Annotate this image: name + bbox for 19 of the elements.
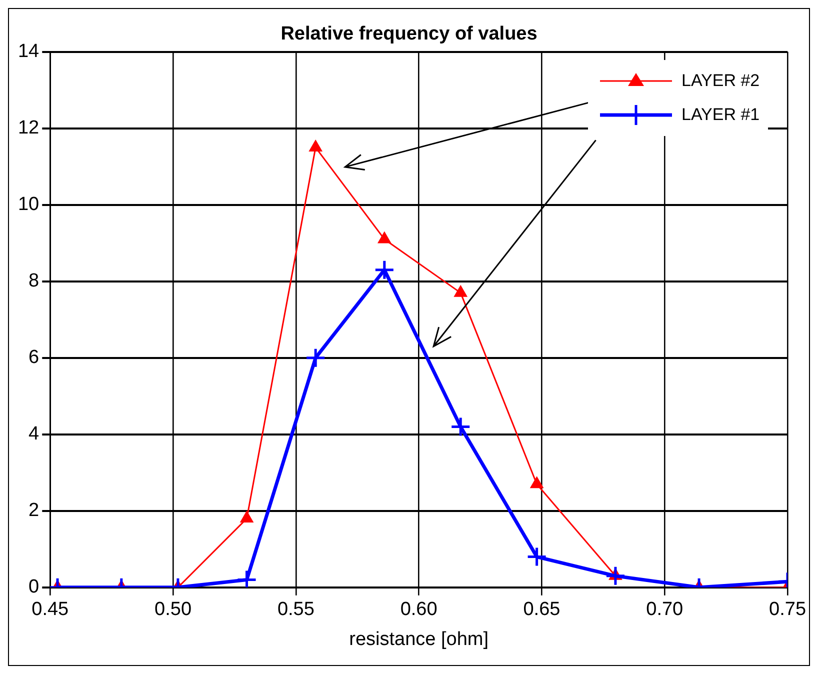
y-tick-label: 0 <box>28 576 40 598</box>
y-tick-label: 14 <box>18 41 40 62</box>
y-tick-label: 12 <box>18 118 40 139</box>
y-tick-label: 8 <box>28 270 40 292</box>
chart-title: Relative frequency of values <box>280 24 538 45</box>
y-tick-label: 6 <box>28 347 40 368</box>
x-tick-label: 0.60 <box>400 599 438 620</box>
x-axis-title: resistance [ohm] <box>349 628 489 650</box>
x-tick-label: 0.50 <box>154 599 192 620</box>
x-tick-label: 0.65 <box>523 599 560 620</box>
legend-label: LAYER #2 <box>682 70 760 91</box>
x-tick-label: 0.55 <box>277 599 314 620</box>
legend-label: LAYER #1 <box>682 104 760 125</box>
x-tick-label: 0.45 <box>32 599 69 620</box>
y-tick-label: 2 <box>28 500 40 522</box>
y-tick-label: 4 <box>28 424 40 445</box>
y-tick-label: 10 <box>18 194 40 216</box>
x-tick-label: 0.70 <box>646 599 684 620</box>
x-tick-label: 0.75 <box>769 599 806 620</box>
